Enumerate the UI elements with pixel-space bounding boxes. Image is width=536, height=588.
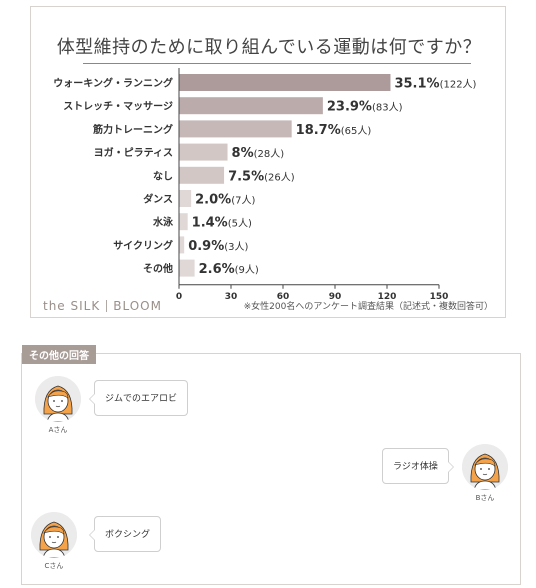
avatar-b-name: Bさん — [475, 494, 495, 502]
answer-c-bubble: ボクシング — [88, 516, 162, 552]
bar — [179, 120, 292, 138]
avatar-b — [462, 444, 508, 490]
avatar-a — [35, 376, 81, 422]
data-label: 0.9%(3人) — [188, 239, 248, 254]
category-label: ヨガ・ピラティス — [94, 146, 173, 159]
answer-a-bubble: ジムでのエアロビ — [88, 380, 189, 416]
data-label: 18.7%(65人) — [296, 123, 372, 138]
bar — [179, 190, 192, 207]
data-label: 35.1%(122人) — [394, 77, 476, 92]
category-label: ストレッチ・マッサージ — [63, 101, 173, 113]
category-label: 筋力トレーニング — [92, 123, 173, 136]
x-tick-label: 30 — [225, 292, 238, 302]
data-label: 2.6%(9人) — [199, 262, 259, 277]
bar — [179, 213, 188, 231]
survey-footnote: ※女性200名へのアンケート調査結果（記述式・複数回答可） — [243, 302, 493, 312]
data-label: 2.0%(7人) — [195, 193, 255, 208]
category-label: その他 — [143, 262, 173, 275]
category-label: 水泳 — [152, 216, 174, 229]
x-tick-label: 0 — [176, 292, 182, 302]
data-label: 1.4%(5人) — [192, 216, 252, 231]
chart-title: 体型維持のために取り組んでいる運動は何ですか？ — [56, 37, 482, 58]
category-label: ダンス — [143, 193, 173, 206]
x-tick-label: 150 — [430, 292, 449, 302]
title-rule — [83, 63, 471, 64]
brand-divider — [106, 300, 108, 312]
avatar-c-name: Cさん — [44, 562, 64, 570]
brand-right: BLOOM — [113, 299, 162, 313]
chart-card: 体型維持のために取り組んでいる運動は何ですか？ ウォーキング・ランニング 35.1… — [30, 6, 506, 318]
brand-logo: the SILK BLOOM — [43, 299, 162, 313]
woman-avatar-icon — [31, 512, 77, 558]
brand-left: the SILK — [43, 299, 101, 313]
data-label: 8%(28人) — [232, 146, 285, 161]
avatar-a-name: Aさん — [48, 426, 68, 434]
woman-avatar-icon — [462, 444, 508, 490]
bar-chart: ウォーキング・ランニング 35.1%(122人) ストレッチ・マッサージ 23.9%(… — [53, 68, 477, 302]
category-label: ウォーキング・ランニング — [53, 77, 173, 90]
bar — [179, 259, 195, 277]
bar — [179, 166, 225, 184]
answer-b-bubble: ラジオ体操 — [382, 448, 454, 484]
x-tick-label: 60 — [277, 292, 290, 302]
woman-avatar-icon — [35, 376, 81, 422]
other-answers-tag: その他の回答 — [22, 345, 96, 364]
bar — [179, 143, 228, 161]
data-label: 7.5%(26人) — [228, 169, 295, 184]
category-label: なし — [153, 170, 173, 182]
avatar-c — [31, 512, 77, 558]
x-tick-label: 120 — [378, 292, 397, 302]
bar — [179, 236, 185, 254]
bar — [179, 97, 323, 115]
bar — [179, 74, 391, 91]
category-label: サイクリング — [113, 239, 173, 252]
data-label: 23.9%(83人) — [327, 100, 403, 115]
x-tick-label: 90 — [329, 292, 342, 302]
